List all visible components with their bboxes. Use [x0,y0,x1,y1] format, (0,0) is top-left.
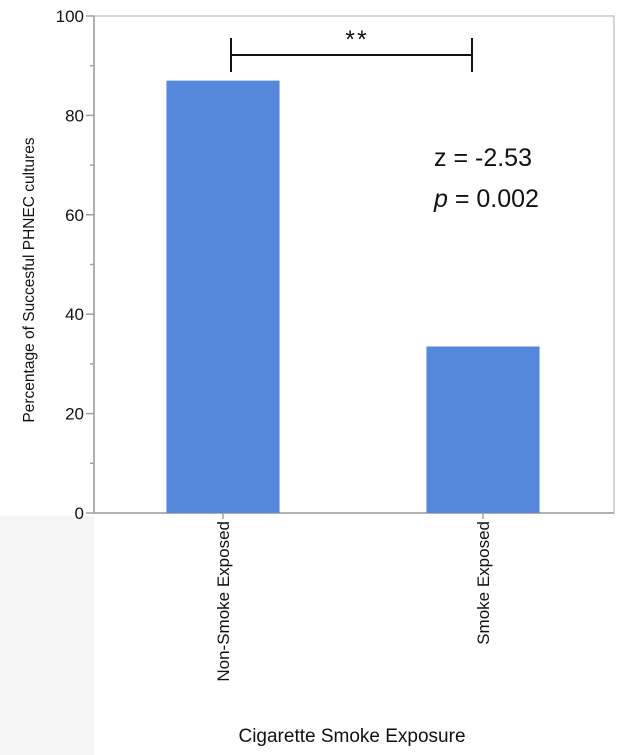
bar-non-smoke-exposed [166,80,280,514]
y-tick-label: 100 [56,7,84,26]
significance-stars: ** [345,26,368,54]
bars [166,80,540,514]
x-category-labels: Non-Smoke Exposed Smoke Exposed [214,513,493,682]
x-category-label: Smoke Exposed [474,521,493,645]
y-tick-label: 80 [65,106,84,125]
significance-bracket: ** [230,26,473,72]
x-category-label: Non-Smoke Exposed [214,521,233,682]
p-value: p = 0.002 [433,185,539,213]
x-axis-label: Cigarette Smoke Exposure [238,726,465,747]
p-value-text: = 0.002 [448,185,539,213]
lower-left-panel [0,516,94,755]
bar-smoke-exposed [426,346,540,513]
z-statistic: z = -2.53 [434,144,532,172]
y-axis-label: Percentage of Succesful PHNEC cultures [21,137,38,422]
y-tick-label: 20 [65,405,84,424]
p-symbol: p [433,185,448,213]
y-tick-label: 0 [75,504,84,523]
y-tick-label: 40 [65,305,84,324]
y-ticks: 0 20 40 60 80 100 [56,7,94,523]
y-tick-label: 60 [65,206,84,225]
